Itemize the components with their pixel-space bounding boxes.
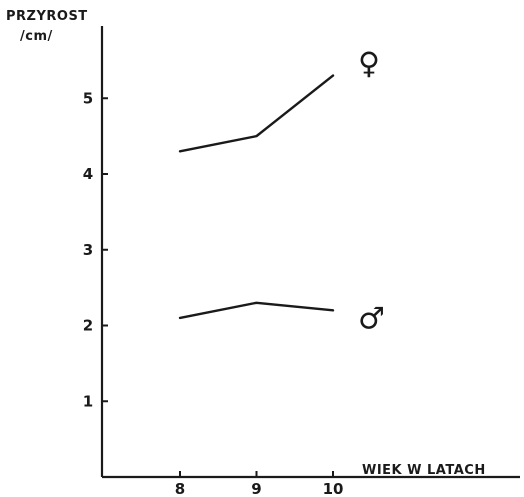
x-axis-ticks: 8 9 10 bbox=[175, 471, 344, 497]
y-axis-title-line1: PRZYROST bbox=[6, 9, 88, 24]
y-axis-ticks: 1 2 3 4 5 bbox=[83, 89, 108, 410]
y-tick-label: 1 bbox=[83, 392, 93, 410]
series-group: ♀♂ bbox=[178, 47, 385, 336]
y-tick-label: 3 bbox=[83, 241, 93, 259]
x-tick-label: 8 bbox=[175, 480, 185, 497]
x-tick-label: 9 bbox=[251, 480, 261, 497]
series-label-male: ♂ bbox=[358, 301, 385, 336]
series-line-male bbox=[178, 301, 335, 320]
y-tick-label: 2 bbox=[83, 317, 93, 335]
x-tick-label: 10 bbox=[323, 480, 344, 497]
y-axis-title-line2: /cm/ bbox=[20, 29, 53, 44]
x-axis-title: WIEK W LATACH bbox=[362, 463, 486, 478]
y-tick-label: 5 bbox=[83, 89, 93, 107]
series-line-female bbox=[178, 74, 335, 153]
series-label-female: ♀ bbox=[358, 47, 380, 82]
y-tick-label: 4 bbox=[83, 165, 93, 183]
